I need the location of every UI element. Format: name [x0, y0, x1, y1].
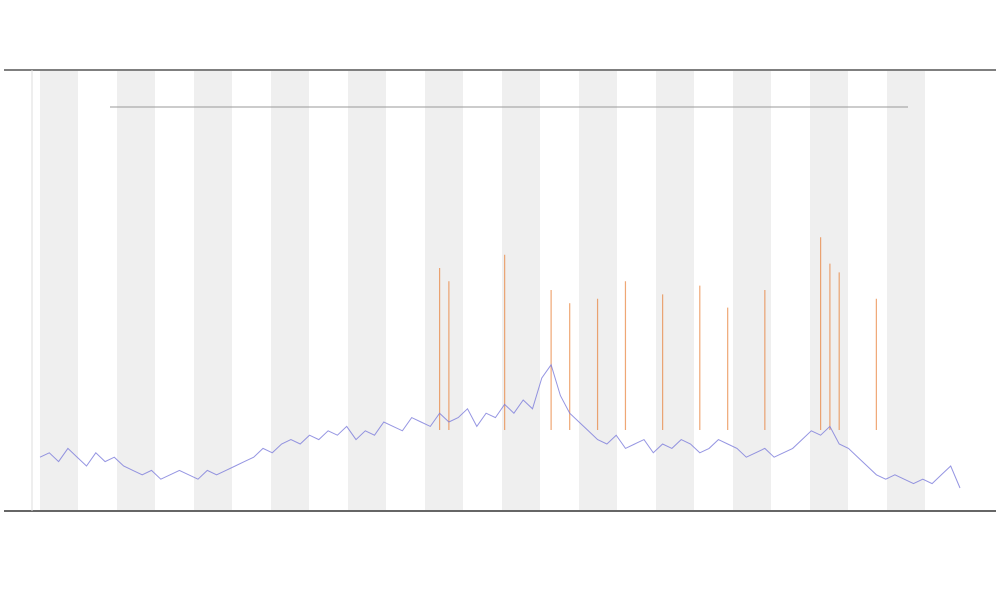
- shade-band: [810, 71, 848, 510]
- shade-band: [887, 71, 925, 510]
- shade-band: [502, 71, 540, 510]
- shade-band: [194, 71, 232, 510]
- background-bands: [40, 71, 925, 510]
- shade-band: [40, 71, 78, 510]
- shade-band: [348, 71, 386, 510]
- shade-band: [579, 71, 617, 510]
- shade-band: [425, 71, 463, 510]
- shade-band: [656, 71, 694, 510]
- data-line: [39, 363, 961, 489]
- shade-band: [271, 71, 309, 510]
- shade-band: [117, 71, 155, 510]
